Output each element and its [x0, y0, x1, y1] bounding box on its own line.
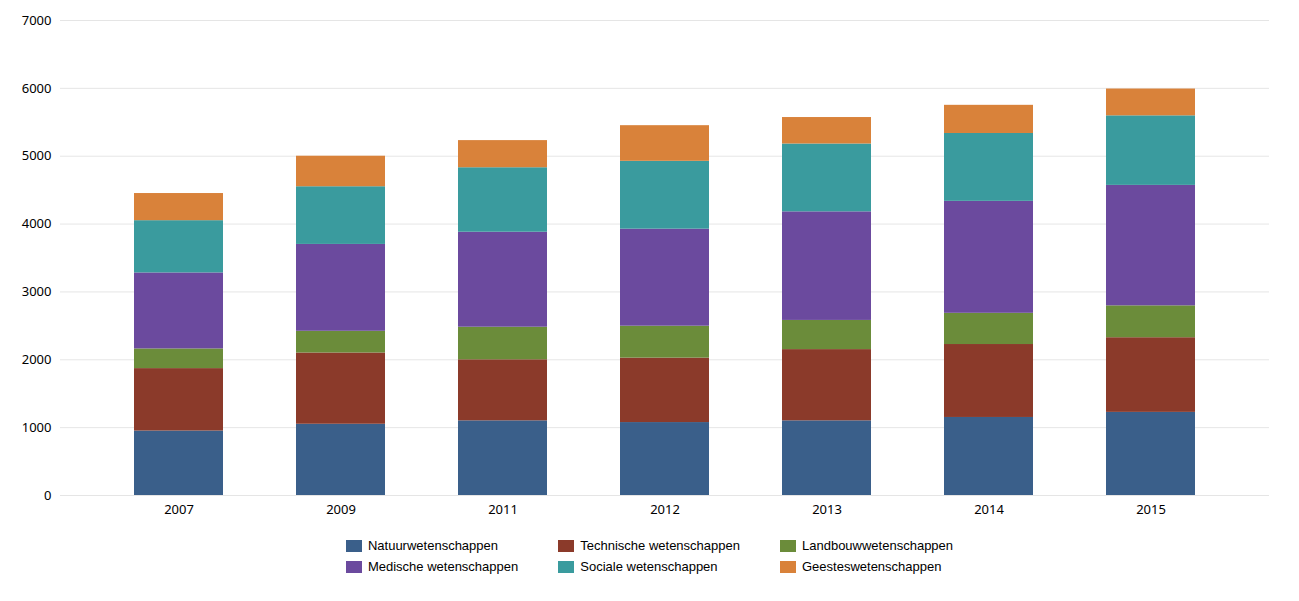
svg-text:2015: 2015	[1136, 500, 1166, 518]
svg-text:1000: 1000	[22, 418, 52, 436]
html-text:Geesteswetenschappen: Geesteswetenschappen	[802, 559, 942, 574]
svg-text:2014: 2014	[974, 500, 1004, 518]
svg-text:5000: 5000	[22, 146, 52, 164]
svg-text:6000: 6000	[22, 79, 52, 97]
svg-text:2012: 2012	[650, 500, 680, 518]
html-text:Natuurwetenschappen: Natuurwetenschappen	[367, 538, 498, 553]
html-text:Technische wetenschappen: Technische wetenschappen	[580, 538, 740, 553]
html-text:Landbouwwetenschappen: Landbouwwetenschappen	[802, 538, 954, 553]
svg-text:4000: 4000	[22, 214, 52, 232]
svg-text:3000: 3000	[22, 282, 52, 300]
svg-text:2007: 2007	[164, 500, 194, 518]
svg-text:2011: 2011	[488, 500, 518, 518]
svg-text:2000: 2000	[22, 350, 52, 368]
svg-text:0: 0	[44, 486, 51, 504]
svg-text:7000: 7000	[22, 11, 52, 29]
svg-text:2009: 2009	[326, 500, 356, 518]
html-text:Sociale wetenschappen: Sociale wetenschappen	[580, 559, 718, 574]
svg-text:2013: 2013	[812, 500, 842, 518]
html-text:Medische wetenschappen: Medische wetenschappen	[367, 559, 519, 574]
